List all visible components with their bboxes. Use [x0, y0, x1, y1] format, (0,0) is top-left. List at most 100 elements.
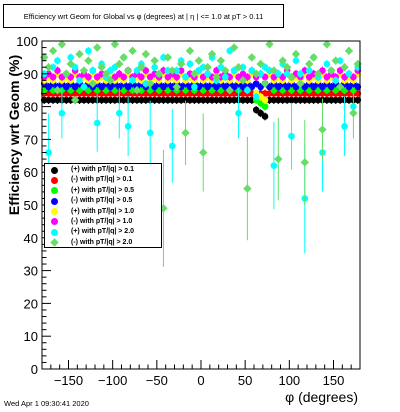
- legend-marker: [51, 176, 58, 184]
- data-point: [244, 86, 251, 94]
- legend-label: (-) with pT/|q| > 0.5: [71, 197, 133, 205]
- data-point: [244, 73, 251, 81]
- data-point: [354, 96, 362, 104]
- data-point: [84, 56, 93, 65]
- data-point: [48, 46, 58, 56]
- data-point: [85, 73, 92, 81]
- data-point: [119, 53, 128, 62]
- y-tick-label: 60: [24, 165, 38, 180]
- data-point: [247, 53, 256, 62]
- data-point: [160, 54, 167, 61]
- data-point: [239, 63, 247, 71]
- data-point: [150, 56, 159, 65]
- legend-marker: [51, 218, 58, 226]
- data-point: [45, 149, 52, 156]
- x-tick-label: −150: [54, 373, 83, 388]
- data-point: [291, 49, 301, 59]
- data-point: [345, 70, 353, 78]
- data-point: [142, 67, 150, 74]
- legend: (+) with pT/|q| > 0.1 (-) with pT/|q| > 0…: [44, 163, 162, 248]
- data-point: [67, 54, 75, 61]
- data-point: [296, 79, 305, 88]
- x-tick-label: 50: [238, 373, 252, 388]
- data-point: [261, 96, 269, 104]
- legend-label: (+) with pT/|q| > 0.1: [71, 166, 135, 173]
- data-point: [185, 46, 195, 56]
- data-point: [137, 63, 146, 72]
- data-point: [225, 86, 234, 95]
- legend-label: (+) with pT/|q| > 1.0: [71, 207, 135, 215]
- data-point: [191, 83, 198, 91]
- data-point: [260, 79, 270, 88]
- data-point: [124, 122, 132, 130]
- data-point: [261, 103, 269, 110]
- legend-marker: [51, 197, 58, 205]
- data-point: [181, 128, 190, 138]
- y-tick-label: 20: [24, 296, 38, 311]
- data-point: [129, 77, 136, 84]
- data-point: [71, 63, 79, 71]
- data-point: [216, 56, 226, 65]
- data-point: [257, 70, 264, 78]
- data-point: [168, 142, 176, 150]
- timestamp-footer: Wed Apr 1 09:30:41 2020: [4, 399, 89, 408]
- data-point: [248, 67, 256, 74]
- data-point: [238, 76, 248, 85]
- data-point: [252, 69, 261, 78]
- data-point: [190, 69, 199, 78]
- data-point: [133, 67, 141, 74]
- data-point: [168, 66, 177, 75]
- data-point: [319, 67, 326, 74]
- data-point: [106, 76, 115, 85]
- legend-marker: [51, 208, 58, 216]
- data-point: [199, 148, 208, 157]
- data-point: [89, 67, 97, 74]
- data-point: [283, 70, 291, 78]
- data-point: [186, 60, 194, 68]
- legend-label: (-) with pT/|q| > 1.0: [71, 217, 133, 225]
- data-point: [194, 56, 203, 65]
- data-point: [322, 40, 332, 49]
- x-tick-label: −50: [146, 373, 168, 388]
- y-tick-label: 0: [31, 362, 38, 377]
- legend-entry: (-) with pT/|q| > 0.5: [45, 196, 161, 206]
- data-point: [79, 66, 89, 75]
- data-point: [256, 59, 265, 69]
- legend-label: (-) with pT/|q| > 0.1: [71, 176, 133, 184]
- data-point: [70, 95, 80, 105]
- legend-entry: (-) with pT/|q| > 1.0: [45, 217, 161, 227]
- legend-entry: (+) with pT/|q| > 1.0: [45, 207, 161, 217]
- data-point: [172, 82, 181, 92]
- data-point: [146, 129, 154, 137]
- data-point: [282, 63, 292, 72]
- data-point: [54, 57, 61, 64]
- data-point: [203, 63, 212, 72]
- legend-label: (+) with pT/|q| > 2.0: [71, 228, 135, 236]
- data-point: [261, 113, 269, 120]
- data-point: [93, 119, 101, 127]
- data-point: [44, 63, 53, 72]
- data-point: [344, 46, 354, 56]
- data-point: [123, 66, 133, 75]
- data-point: [141, 49, 150, 59]
- data-point: [85, 47, 92, 55]
- data-point: [274, 154, 283, 164]
- legend-entry: (-) with pT/|q| > 2.0: [45, 238, 161, 248]
- data-point: [297, 70, 304, 78]
- data-point: [58, 109, 66, 117]
- data-point: [115, 59, 124, 69]
- data-point: [274, 70, 282, 78]
- data-point: [80, 83, 88, 91]
- data-point: [221, 73, 229, 81]
- data-point: [278, 56, 287, 65]
- x-tick-label: 150: [323, 373, 345, 388]
- data-point: [318, 125, 327, 134]
- x-tick-label: 0: [197, 373, 204, 388]
- data-point: [265, 40, 274, 49]
- data-point: [252, 93, 260, 101]
- data-point: [173, 67, 181, 74]
- data-point: [335, 82, 345, 92]
- legend-label: (-) with pT/|q| > 2.0: [71, 238, 133, 246]
- data-point: [75, 49, 84, 59]
- legend-marker: [51, 166, 58, 174]
